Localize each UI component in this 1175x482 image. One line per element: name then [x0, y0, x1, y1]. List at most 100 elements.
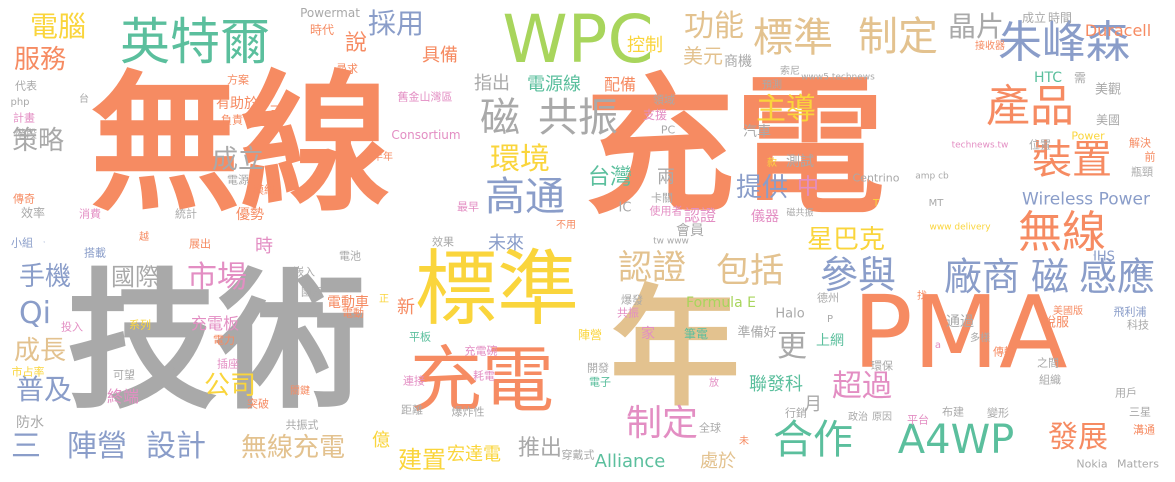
cloud-word: 參與 [819, 253, 897, 297]
cloud-word: 行銷 [785, 406, 807, 420]
cloud-word: amp cb [915, 171, 949, 182]
cloud-word: 接收器 [975, 41, 1005, 52]
cloud-word: PMA [852, 274, 1068, 391]
cloud-word: 下半年 [363, 152, 393, 163]
cloud-word: 電子 [589, 375, 611, 389]
cloud-word: 傳輸 [993, 345, 1015, 359]
cloud-word: 可望 [113, 368, 135, 382]
cloud-word: Duracell [1084, 21, 1152, 40]
cloud-word: 宏達電 [447, 444, 501, 465]
cloud-word: 三 [11, 429, 41, 464]
cloud-word: 市場 [187, 260, 247, 295]
cloud-word: 電腦 [29, 10, 87, 43]
cloud-word: 採用 [367, 7, 425, 40]
cloud-word: 布建 [942, 405, 964, 419]
cloud-word: 美元 [683, 44, 723, 68]
cloud-word: 連接 [403, 374, 425, 388]
cloud-word: 美觀 [1094, 82, 1122, 98]
cloud-word: 全球 [699, 421, 721, 435]
cloud-word: 計畫 [13, 111, 35, 125]
cloud-word: 配備 [603, 75, 637, 94]
cloud-word: 磁 [480, 95, 520, 141]
cloud-word: 科技 [1127, 318, 1149, 332]
cloud-word: 策略 [11, 126, 65, 156]
cloud-word: 功能 [684, 9, 744, 44]
cloud-word: 搭載 [84, 246, 106, 260]
cloud-word: 包括 [716, 251, 784, 291]
cloud-word: 上網 [816, 333, 844, 349]
cloud-word: Nokia [1076, 457, 1108, 471]
cloud-word: 政治 [848, 412, 868, 423]
cloud-word: 負責 [221, 113, 243, 127]
cloud-word: 前 [1144, 150, 1156, 164]
cloud-word: 達 [285, 349, 295, 360]
cloud-word: 德州 [817, 291, 839, 305]
cloud-word: 環保 [871, 359, 893, 373]
cloud-word: 方案 [227, 73, 249, 87]
cloud-word: 技術 [1093, 255, 1095, 257]
cloud-word: 手機 [18, 262, 72, 292]
cloud-word: 充電 [584, 61, 886, 235]
cloud-word: 兩 [657, 167, 675, 188]
cloud-word: 充電碗 [464, 344, 498, 358]
cloud-word: 共振式 [285, 418, 319, 432]
cloud-word: 國家 [301, 285, 323, 299]
cloud-word: 充電 [409, 338, 555, 422]
cloud-word: 合作 [773, 417, 853, 463]
cloud-word: P [826, 314, 834, 325]
cloud-word: 優勢 [236, 207, 264, 223]
cloud-word: 時代 [309, 23, 335, 37]
cloud-word: 穿戴式 [561, 448, 595, 462]
cloud-word: 防水 [16, 415, 44, 431]
cloud-word: 成長 [13, 336, 67, 366]
cloud-word: 用戶 [1115, 386, 1137, 400]
cloud-word: 筆電 [683, 327, 709, 341]
cloud-word: 月 [804, 394, 822, 415]
cloud-word: 無線充電 [240, 433, 346, 463]
cloud-word: 手機 [43, 242, 45, 244]
cloud-word: 有助於 [216, 96, 258, 112]
cloud-word: 磁共振 [786, 208, 814, 219]
cloud-word: 說 [344, 31, 368, 56]
cloud-word: 領域 [653, 93, 675, 107]
cloud-word: 消費 [79, 207, 101, 221]
cloud-word: 中 [796, 175, 820, 200]
cloud-word: 時間 [1047, 11, 1073, 25]
cloud-word: 家 [641, 326, 655, 342]
cloud-word: 新 [397, 297, 415, 318]
cloud-word: 耗電 [473, 369, 495, 383]
cloud-word: 正 [379, 294, 389, 305]
cloud-word: 平台 [907, 413, 929, 427]
cloud-word: 億 [372, 430, 390, 451]
cloud-word: 商機 [724, 54, 752, 70]
cloud-word: 無線 [89, 58, 391, 232]
cloud-word: 小組 [11, 236, 33, 250]
cloud-word: 原因 [872, 412, 892, 423]
cloud-word: 爆炸性 [451, 405, 485, 419]
cloud-word: 三 [269, 104, 283, 120]
cloud-word: 晶片 [947, 10, 1005, 43]
cloud-word: 技術 [66, 256, 368, 430]
cloud-word: 儀器 [751, 209, 779, 225]
cloud-word: 裝置 [1032, 137, 1112, 183]
cloud-word: tw www [653, 236, 689, 247]
cloud-word: 越 [139, 232, 149, 243]
cloud-word: 電池 [339, 249, 361, 263]
cloud-word: 階段 [15, 127, 37, 141]
cloud-word: 超過 [832, 369, 892, 404]
cloud-word: 制定 [625, 403, 699, 444]
cloud-word: 展出 [189, 237, 211, 251]
cloud-word: 傳奇 [13, 192, 35, 206]
cloud-word: 服務 [13, 45, 67, 75]
cloud-word: 台 [79, 94, 89, 105]
cloud-word: 瓦 [171, 364, 181, 375]
cloud-word: 嵌入 [293, 265, 315, 279]
cloud-word: 之間 [1037, 356, 1059, 370]
cloud-word: 指出 [474, 73, 510, 94]
cloud-word: 陣營 [577, 328, 603, 342]
cloud-word: 磁 [1030, 255, 1070, 299]
cloud-word: 市占率 [11, 365, 45, 379]
cloud-word: 預測 [762, 80, 782, 91]
cloud-word: 陣營 [67, 429, 127, 464]
cloud-word: 統計 [175, 207, 197, 221]
